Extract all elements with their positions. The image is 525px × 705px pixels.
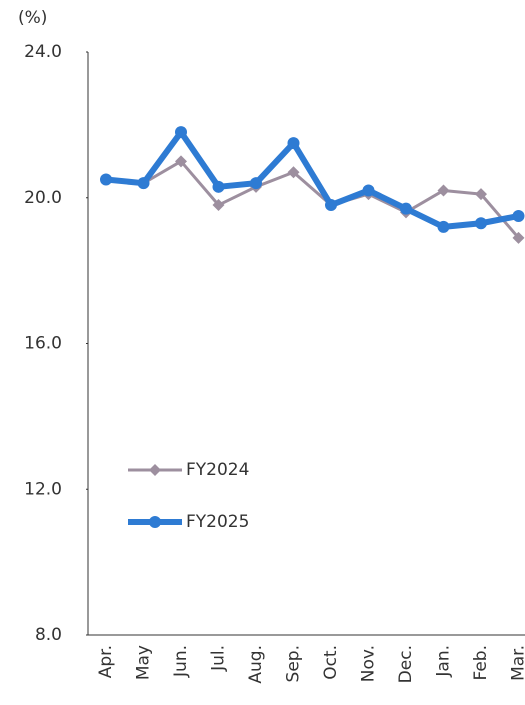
x-tick-label: Feb. — [471, 645, 491, 681]
point — [437, 220, 450, 233]
point — [175, 155, 187, 168]
point — [512, 209, 525, 222]
y-tick-label: 20.0 — [24, 188, 62, 208]
point — [362, 184, 375, 197]
point — [400, 202, 412, 215]
unit-label: (%) — [18, 8, 47, 28]
legend-label: FY2025 — [186, 512, 249, 532]
point — [437, 184, 450, 197]
legend-marker — [149, 464, 161, 476]
x-tick-label: Sep. — [284, 645, 304, 682]
point — [287, 166, 300, 179]
point — [137, 177, 150, 190]
point — [250, 177, 262, 190]
x-tick-label: Jan. — [434, 645, 454, 678]
point — [212, 199, 225, 212]
y-tick-label: 24.0 — [24, 42, 62, 62]
series-line — [105, 159, 520, 239]
x-tick-label: Apr. — [96, 645, 116, 678]
y-tick-label: 16.0 — [24, 334, 62, 354]
x-tick-label: Jul. — [209, 645, 229, 672]
x-tick-label: Aug. — [246, 645, 266, 684]
point — [287, 137, 300, 150]
series-line — [105, 129, 520, 230]
x-tick-label: Dec. — [396, 645, 416, 683]
point — [100, 173, 112, 186]
point — [475, 217, 487, 230]
x-tick-label: Mar. — [509, 645, 525, 681]
x-tick-label: Oct. — [321, 645, 341, 680]
y-tick-label: 12.0 — [24, 479, 62, 499]
legend-label: FY2024 — [186, 460, 249, 480]
point — [175, 126, 187, 139]
legend-marker — [149, 516, 161, 528]
point — [212, 180, 225, 193]
y-tick-label: 8.0 — [35, 625, 62, 645]
point — [475, 188, 487, 201]
x-tick-label: Nov. — [359, 645, 379, 682]
x-tick-label: May — [134, 645, 154, 680]
point — [325, 199, 337, 212]
point — [512, 231, 525, 244]
x-tick-label: Jun. — [171, 645, 191, 678]
